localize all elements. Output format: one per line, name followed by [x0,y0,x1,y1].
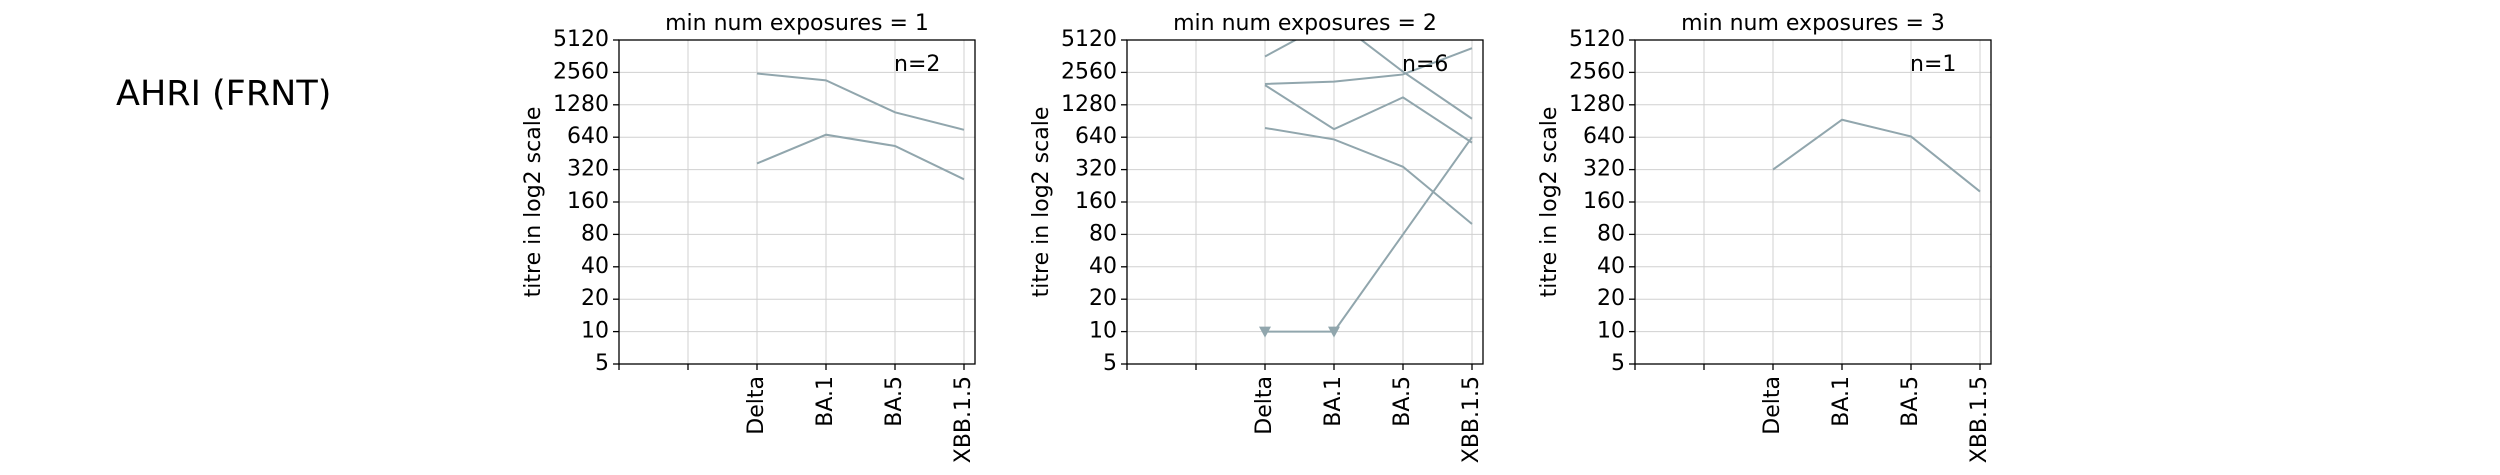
x-tick-label: XBB.1.5 [1459,376,1484,463]
n-annotation: n=1 [1910,52,1956,77]
y-tick-label: 2560 [553,59,609,84]
y-tick-label: 40 [581,254,609,279]
y-tick-label: 10 [1089,319,1117,344]
y-axis-label: titre in log2 scale [1537,107,1562,298]
y-tick-label: 320 [1583,157,1625,182]
y-tick-label: 1280 [553,92,609,117]
x-tick-label: XBB.1.5 [1967,376,1992,463]
censored-marker [1328,326,1340,338]
censored-marker [1259,326,1271,338]
subplot-title: min num exposures = 1 [665,11,929,36]
n-annotation: n=6 [1402,52,1448,77]
plot-area [1264,40,1473,333]
y-tick-label: 5120 [1569,27,1625,52]
y-tick-label: 2560 [1569,59,1625,84]
y-tick-label: 5120 [1061,27,1117,52]
plot-area [756,72,965,181]
y-tick-label: 1280 [1569,92,1625,117]
series-line [756,133,965,181]
y-tick-label: 2560 [1061,59,1117,84]
y-tick-label: 5 [1103,351,1117,376]
x-tick-label: BA.1 [1829,376,1854,427]
series-line [1772,118,1981,193]
x-tick-label: BA.5 [1898,376,1923,427]
y-tick-label: 40 [1089,254,1117,279]
y-tick-label: 20 [581,286,609,311]
series-line [1264,126,1473,225]
x-tick-label: Delta [1252,376,1277,435]
x-tick-label: BA.5 [1390,376,1415,427]
subplot-title: min num exposures = 3 [1681,11,1945,36]
series-line [1265,136,1473,333]
y-tick-label: 640 [1075,124,1117,149]
y-tick-label: 80 [581,221,609,246]
y-tick-label: 20 [1089,286,1117,311]
x-tick-label: BA.5 [882,376,907,427]
y-tick-label: 10 [581,319,609,344]
y-tick-label: 80 [1597,221,1625,246]
n-annotation: n=2 [894,52,940,77]
x-tick-label: Delta [744,376,769,435]
y-tick-label: 320 [1075,157,1117,182]
series-line [1264,40,1473,120]
x-tick-label: XBB.1.5 [951,376,976,463]
y-tick-label: 10 [1597,319,1625,344]
plot-area [1772,118,1981,193]
axes-frame [618,39,976,365]
y-tick-label: 320 [567,157,609,182]
axes-frame [1126,39,1484,365]
y-tick-label: 5 [1611,351,1625,376]
x-tick-label: Delta [1760,376,1785,435]
y-tick-label: 80 [1089,221,1117,246]
y-axis-label: titre in log2 scale [1029,107,1054,298]
y-axis-label: titre in log2 scale [521,107,546,298]
series-line [1264,84,1473,144]
series-line [1264,47,1473,85]
y-tick-label: 160 [567,189,609,214]
row-label: AHRI (FRNT) [116,74,331,114]
y-tick-label: 1280 [1061,92,1117,117]
y-tick-label: 40 [1597,254,1625,279]
x-tick-label: BA.1 [813,376,838,427]
y-tick-label: 160 [1075,189,1117,214]
y-tick-label: 640 [1583,124,1625,149]
series-line [756,72,965,131]
subplot-title: min num exposures = 2 [1173,11,1437,36]
y-tick-label: 5120 [553,27,609,52]
x-tick-label: BA.1 [1321,376,1346,427]
axes-frame [1634,39,1992,365]
y-tick-label: 640 [567,124,609,149]
y-tick-label: 20 [1597,286,1625,311]
y-tick-label: 5 [595,351,609,376]
y-tick-label: 160 [1583,189,1625,214]
